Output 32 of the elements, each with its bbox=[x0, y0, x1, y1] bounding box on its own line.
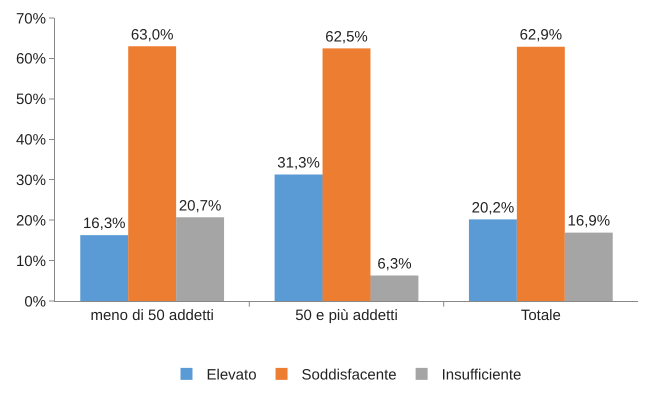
data-label: 6,3% bbox=[377, 256, 412, 273]
bar bbox=[176, 217, 224, 301]
data-label: 63,0% bbox=[130, 26, 174, 44]
y-tick-label: 50% bbox=[16, 91, 46, 108]
data-label: 31,3% bbox=[277, 154, 320, 172]
y-tick-label: 40% bbox=[16, 132, 46, 149]
x-tick-label: 50 e più addetti bbox=[295, 307, 398, 324]
y-tick-label: 10% bbox=[16, 252, 46, 270]
x-tick-label: Totale bbox=[520, 307, 561, 324]
bar bbox=[564, 232, 613, 301]
data-label: 20,2% bbox=[472, 199, 514, 216]
bar bbox=[322, 48, 370, 301]
bar bbox=[80, 235, 128, 301]
legend-label: Elevato bbox=[206, 366, 257, 384]
bar bbox=[274, 174, 323, 301]
y-tick-label: 0% bbox=[24, 293, 46, 310]
bar bbox=[370, 276, 418, 301]
bar bbox=[128, 46, 176, 301]
y-tick-label: 20% bbox=[16, 212, 46, 230]
x-tick-label: meno di 50 addetti bbox=[90, 307, 214, 324]
y-tick-label: 30% bbox=[16, 172, 46, 189]
data-label: 20,7% bbox=[178, 197, 222, 214]
bar bbox=[516, 46, 565, 301]
data-label: 16,9% bbox=[567, 212, 610, 230]
data-label: 16,3% bbox=[82, 215, 126, 232]
data-label: 62,5% bbox=[325, 28, 368, 46]
data-label: 62,9% bbox=[520, 26, 562, 44]
y-tick-label: 60% bbox=[16, 50, 46, 68]
bar bbox=[468, 219, 517, 301]
y-tick-label: 70% bbox=[16, 10, 46, 28]
legend-label: Soddisfacente bbox=[302, 366, 397, 384]
legend-label: Insufficiente bbox=[442, 366, 522, 384]
